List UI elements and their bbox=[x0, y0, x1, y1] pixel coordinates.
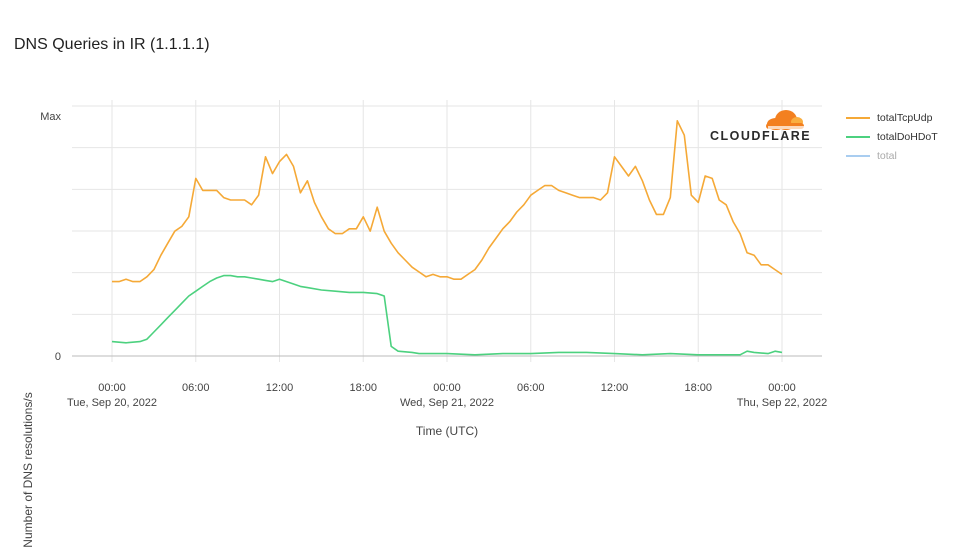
x-tick-time: 06:00 bbox=[182, 382, 210, 394]
legend-label: totalTcpUdp bbox=[877, 111, 933, 124]
legend-item-total[interactable]: total bbox=[846, 146, 938, 165]
chart-title: DNS Queries in IR (1.1.1.1) bbox=[14, 36, 210, 53]
x-tick-time: 12:00 bbox=[601, 382, 629, 394]
legend-label: total bbox=[877, 149, 897, 162]
legend-swatch bbox=[846, 135, 870, 138]
series-line-totaltcpudp bbox=[112, 120, 783, 283]
x-axis-label: Time (UTC) bbox=[415, 424, 479, 438]
x-tick-time: 06:00 bbox=[517, 382, 545, 394]
cloud-icon bbox=[766, 110, 804, 130]
series-lines bbox=[111, 120, 783, 356]
y-tick-label: Max bbox=[40, 111, 61, 123]
legend-item-totaltcpudp[interactable]: totalTcpUdp bbox=[846, 108, 938, 127]
grid-lines bbox=[72, 100, 822, 362]
cloudflare-logo: CLOUDFLARE bbox=[706, 104, 816, 144]
legend-item-totaldohdot[interactable]: totalDoHDoT bbox=[846, 127, 938, 146]
legend-swatch bbox=[846, 116, 870, 119]
x-tick-time: 18:00 bbox=[684, 382, 712, 394]
series-line-totaldohdot bbox=[111, 274, 783, 356]
x-tick-time: 18:00 bbox=[349, 382, 377, 394]
chart-plot: 0 Max 00:00 Tue, Sep 20, 2022 06:00 12:00 18:… bbox=[40, 100, 827, 409]
x-tick-time: 00:00 bbox=[433, 382, 461, 394]
x-tick-labels: 00:00 Tue, Sep 20, 2022 06:00 12:00 18:00 00:… bbox=[67, 382, 827, 409]
y-tick-labels: 0 Max bbox=[40, 111, 61, 363]
y-tick-label: 0 bbox=[55, 351, 61, 363]
x-tick-time: 00:00 bbox=[768, 382, 796, 394]
legend-label: totalDoHDoT bbox=[877, 130, 938, 143]
x-tick-date: Thu, Sep 22, 2022 bbox=[737, 397, 828, 409]
x-tick-time: 00:00 bbox=[98, 382, 126, 394]
x-tick-time: 12:00 bbox=[266, 382, 294, 394]
x-tick-date: Tue, Sep 20, 2022 bbox=[67, 397, 157, 409]
cloudflare-wordmark: CLOUDFLARE bbox=[710, 129, 812, 143]
legend-swatch bbox=[846, 154, 870, 157]
chart-legend: totalTcpUdp totalDoHDoT total bbox=[846, 108, 938, 165]
x-tick-date: Wed, Sep 21, 2022 bbox=[400, 397, 494, 409]
